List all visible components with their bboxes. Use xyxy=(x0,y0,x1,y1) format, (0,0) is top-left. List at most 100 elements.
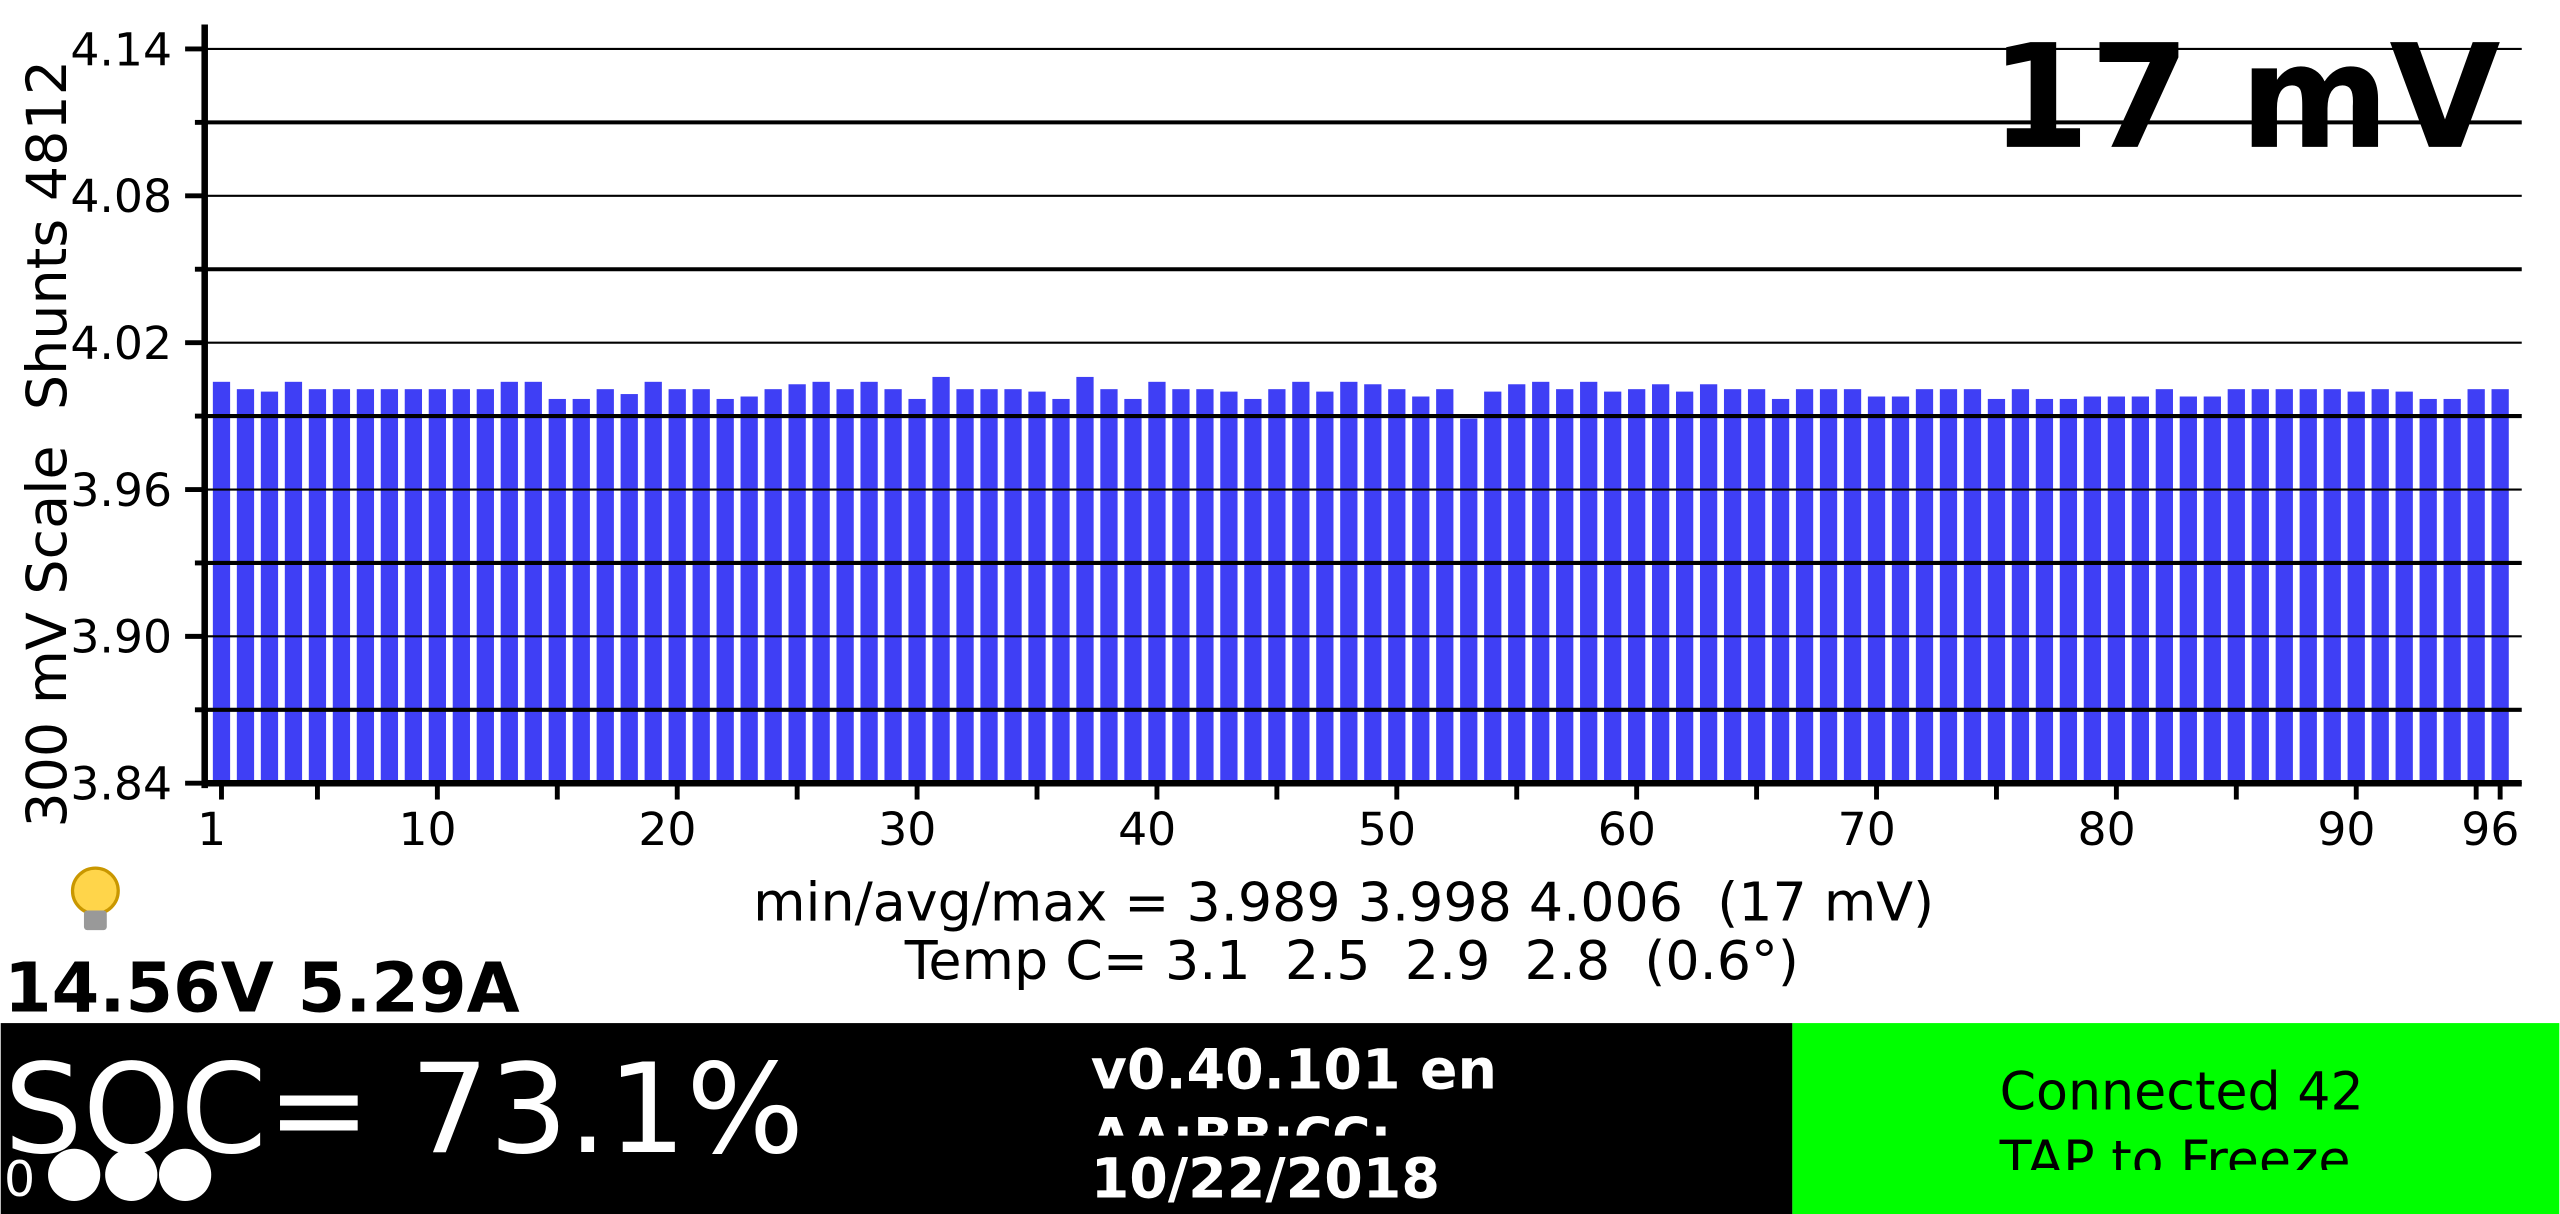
bar xyxy=(1388,389,1406,784)
footer-bar xyxy=(0,1023,1793,1214)
bar xyxy=(1076,376,1094,784)
chart: 3.84 3.90 3.96 4.02 4.08 4.14 1 10 20 30 40 50 60 70 8… xyxy=(70,23,2522,856)
x-tick-label: 90 xyxy=(2317,803,2375,856)
bar xyxy=(980,389,998,784)
spread-label: 17 mV xyxy=(1990,14,2501,181)
bar xyxy=(644,381,662,784)
minmax-text: min/avg/max = 3.989 3.998 4.006 (17 mV) xyxy=(753,870,1934,933)
bar xyxy=(1196,389,1214,784)
bar xyxy=(1843,389,1862,784)
bar xyxy=(1004,389,1022,784)
bar xyxy=(1699,384,1718,784)
bar xyxy=(332,389,351,784)
bar xyxy=(1292,381,1310,784)
bar xyxy=(2203,396,2221,784)
bar xyxy=(1364,384,1382,784)
bar xyxy=(2035,398,2054,784)
bar xyxy=(1771,398,1790,784)
address-text: AA:BB:CC: xyxy=(1091,1108,1392,1168)
y-tick-label: 3.84 xyxy=(70,758,172,811)
status-text: Connected 42 xyxy=(2000,1063,2364,1123)
bar xyxy=(524,381,542,784)
x-tick-label: 60 xyxy=(1598,803,1656,856)
bar xyxy=(2347,391,2365,784)
bar xyxy=(716,398,734,784)
bar xyxy=(356,389,375,784)
bar xyxy=(1747,389,1766,784)
bar xyxy=(884,389,902,784)
bar xyxy=(476,389,494,784)
bar xyxy=(1268,389,1286,784)
bar xyxy=(1891,396,1910,784)
bar xyxy=(2491,389,2509,784)
bar xyxy=(1939,389,1958,784)
power-text: 14.56V 5.29A xyxy=(4,949,520,1029)
bar xyxy=(1819,389,1838,784)
bar xyxy=(2251,389,2269,784)
bar xyxy=(932,376,950,784)
bar xyxy=(1508,384,1526,784)
bar xyxy=(1244,398,1262,784)
y-tick-label: 4.14 xyxy=(70,23,172,76)
x-tick-label: 96 xyxy=(2461,803,2519,856)
bar xyxy=(428,389,446,784)
bar xyxy=(2419,398,2437,784)
bar xyxy=(1436,389,1454,784)
status-button[interactable] xyxy=(1792,1023,2560,1214)
bar xyxy=(212,381,231,784)
bar xyxy=(860,381,878,784)
bar xyxy=(956,389,974,784)
y-tick-label: 4.02 xyxy=(70,317,172,370)
bar xyxy=(2131,396,2149,784)
version-text: v0.40.101 en xyxy=(1091,1038,1497,1102)
bar xyxy=(2299,389,2317,784)
bar xyxy=(764,389,782,784)
bar xyxy=(1628,389,1646,784)
x-tick-label: 80 xyxy=(2078,803,2136,856)
bar xyxy=(1604,391,1622,784)
indicator-dots xyxy=(48,1148,212,1201)
bar xyxy=(788,384,806,784)
x-tick-label: 40 xyxy=(1118,803,1176,856)
bar xyxy=(1052,398,1070,784)
bar xyxy=(1220,391,1238,784)
bar xyxy=(1124,398,1142,784)
bar xyxy=(596,389,614,784)
bar xyxy=(1723,389,1742,784)
bar xyxy=(812,381,830,784)
bar xyxy=(1580,381,1598,784)
bar xyxy=(260,391,279,784)
counter-text: 0 xyxy=(4,1151,35,1208)
bar xyxy=(380,389,399,784)
bar xyxy=(284,381,303,784)
bar xyxy=(908,398,926,784)
y-tick-label: 4.08 xyxy=(70,170,172,223)
bar xyxy=(2323,389,2341,784)
bar xyxy=(1795,389,1814,784)
bar xyxy=(2059,398,2078,784)
bar xyxy=(308,389,327,784)
x-tick-label: 10 xyxy=(399,803,457,856)
bar xyxy=(236,389,255,784)
bar xyxy=(404,389,423,784)
bar xyxy=(500,381,518,784)
bar xyxy=(1963,389,1982,784)
bar xyxy=(2275,389,2293,784)
bar xyxy=(2107,396,2126,784)
bar xyxy=(2371,389,2389,784)
x-tick-label: 70 xyxy=(1838,803,1896,856)
bar xyxy=(1532,381,1550,784)
bar xyxy=(1100,389,1118,784)
bar xyxy=(548,398,566,784)
bar xyxy=(1652,384,1670,784)
y-axis-label: 300 mV Scale Shunts 4812 xyxy=(16,60,80,828)
bulb-icon xyxy=(70,866,120,931)
bar xyxy=(740,396,758,784)
bar xyxy=(1340,381,1358,784)
bar xyxy=(1484,391,1502,784)
bar xyxy=(1915,389,1934,784)
tap-text[interactable]: TAP to Freeze xyxy=(1999,1131,2351,1191)
bar xyxy=(1316,391,1334,784)
bar xyxy=(1867,396,1886,784)
